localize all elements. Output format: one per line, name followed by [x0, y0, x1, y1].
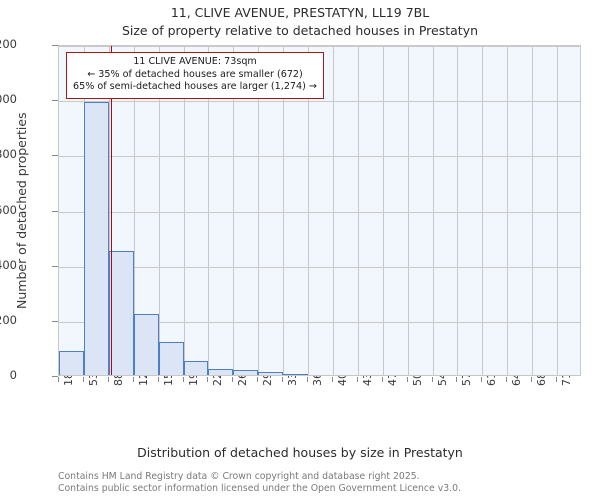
gridline-horizontal: [59, 46, 580, 47]
gridline-horizontal: [59, 156, 580, 158]
histogram-bar: [184, 361, 208, 375]
x-tick-mark: [157, 377, 159, 382]
gridline-vertical: [134, 46, 135, 375]
x-tick-mark: [257, 377, 259, 382]
plot-area: [58, 45, 581, 376]
gridline-vertical: [159, 46, 160, 375]
chart-subtitle: Size of property relative to detached ho…: [121, 23, 479, 38]
gridline-vertical: [408, 46, 409, 375]
x-tick-mark: [381, 377, 383, 382]
y-tick-mark: [52, 210, 58, 212]
x-tick-mark: [531, 377, 533, 382]
histogram-bar: [84, 101, 109, 375]
gridline-vertical: [557, 46, 558, 375]
histogram-bar: [109, 250, 134, 375]
x-tick-mark: [331, 377, 333, 382]
chart-title-block: 11, CLIVE AVENUE, PRESTATYN, LL19 7BL Si…: [0, 4, 600, 40]
x-tick-mark: [456, 377, 458, 382]
footer-line-2: Contains public sector information licen…: [58, 482, 461, 494]
gridline-vertical: [208, 46, 209, 375]
gridline-vertical: [532, 46, 533, 375]
annotation-line-2: ← 35% of detached houses are smaller (67…: [87, 68, 303, 80]
gridline-horizontal: [59, 321, 580, 323]
gridline-horizontal: [59, 266, 580, 268]
x-tick-mark: [207, 377, 209, 382]
gridline-vertical: [258, 46, 259, 375]
x-tick-mark: [232, 377, 234, 382]
x-axis-title: Distribution of detached houses by size …: [137, 445, 463, 460]
x-tick-mark: [406, 377, 408, 382]
histogram-bar: [159, 342, 184, 375]
histogram-bar: [233, 370, 258, 375]
gridline-vertical: [457, 46, 458, 375]
plot-inner: [59, 46, 580, 375]
histogram-bar: [134, 314, 159, 375]
histogram-bar: [258, 372, 283, 375]
y-tick-mark: [52, 320, 58, 322]
x-tick-mark: [556, 377, 558, 382]
x-tick-mark: [82, 377, 84, 382]
x-tick-mark: [58, 377, 59, 382]
x-tick-mark: [481, 377, 483, 382]
x-tick-mark: [431, 377, 433, 382]
gridline-vertical: [233, 46, 234, 375]
gridline-vertical: [482, 46, 483, 375]
gridline-vertical: [507, 46, 508, 375]
y-tick-mark: [52, 376, 58, 377]
gridline-vertical: [308, 46, 309, 375]
gridline-vertical: [333, 46, 334, 375]
gridline-vertical: [184, 46, 185, 375]
y-tick-mark: [52, 155, 58, 157]
gridline-vertical: [383, 46, 384, 375]
x-tick-mark: [182, 377, 184, 382]
x-tick-mark: [107, 377, 109, 382]
page-title: 11, CLIVE AVENUE, PRESTATYN, LL19 7BL: [170, 5, 430, 20]
histogram-bar: [283, 373, 308, 375]
attribution-footer: Contains HM Land Registry data © Crown c…: [58, 471, 461, 494]
gridline-vertical: [109, 46, 110, 375]
property-marker-line: [110, 46, 113, 375]
gridline-horizontal: [59, 101, 580, 103]
x-tick-mark: [506, 377, 508, 382]
x-tick-mark: [307, 377, 309, 382]
histogram-bar: [208, 368, 233, 375]
x-tick-mark: [282, 377, 284, 382]
gridline-horizontal: [59, 211, 580, 213]
x-tick-mark: [356, 377, 358, 382]
histogram-bar: [59, 350, 84, 375]
x-tick-mark: [132, 377, 134, 382]
annotation-line-1: 11 CLIVE AVENUE: 73sqm: [133, 56, 257, 67]
annotation-line-3: 65% of semi-detached houses are larger (…: [73, 81, 317, 92]
y-tick-mark: [52, 45, 58, 46]
annotation-callout: 11 CLIVE AVENUE: 73sqm ← 35% of detached…: [66, 52, 324, 99]
gridline-vertical: [358, 46, 359, 375]
gridline-vertical: [433, 46, 434, 375]
footer-line-1: Contains HM Land Registry data © Crown c…: [58, 471, 420, 482]
y-tick-mark: [52, 100, 58, 102]
y-tick-mark: [52, 265, 58, 267]
gridline-vertical: [283, 46, 284, 375]
